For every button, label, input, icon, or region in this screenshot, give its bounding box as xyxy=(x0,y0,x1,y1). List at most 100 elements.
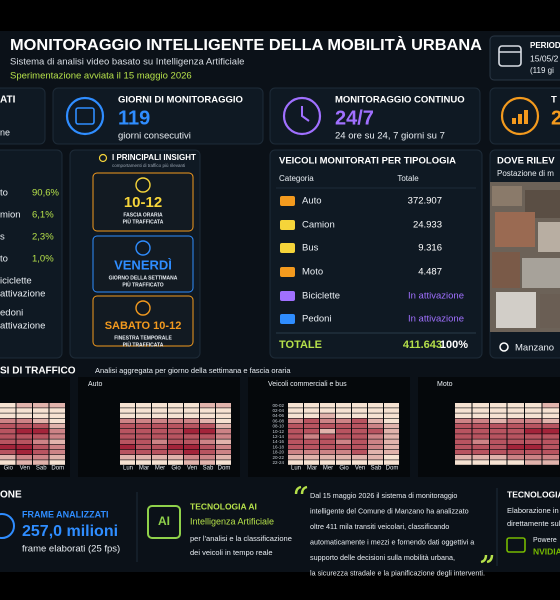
heatmap-cell xyxy=(200,423,215,429)
heatmap-cell xyxy=(368,449,383,455)
heatmap-cell xyxy=(368,460,383,465)
heatmap-cell xyxy=(16,418,32,424)
heatmap-cell xyxy=(136,439,151,444)
heatmap-cell xyxy=(216,434,231,439)
heatmap-cell xyxy=(525,413,542,418)
heatmap-cell xyxy=(16,413,32,418)
heatmap-cell xyxy=(525,434,542,439)
vehicle-name: Moto xyxy=(302,267,323,278)
heatmap-cell xyxy=(120,403,135,408)
heatmap-cell xyxy=(490,429,507,434)
insight-icon xyxy=(135,240,151,256)
heatmap-cell xyxy=(384,434,399,439)
slot-label: 02-04 xyxy=(272,408,284,413)
heatmap-cell xyxy=(200,460,215,465)
heatmap-cell xyxy=(184,429,199,434)
share-label: s xyxy=(0,232,5,243)
heatmap-cell xyxy=(542,413,559,418)
heatmap-cell xyxy=(525,408,542,413)
heatmap-cell xyxy=(16,449,32,455)
heatmap-cell xyxy=(525,460,542,465)
card xyxy=(0,149,63,359)
heatmap-cell xyxy=(542,434,559,439)
total-share: 100% xyxy=(440,339,468,351)
heatmap-cell xyxy=(525,439,542,444)
pin-icon xyxy=(499,342,509,352)
heatmap-cell xyxy=(507,434,524,439)
location-subtitle: Postazione di m xyxy=(497,169,554,178)
heatmap-cell xyxy=(152,418,167,424)
footer-title: ONE xyxy=(0,490,22,501)
edge-line: direttamente sul xyxy=(507,519,560,528)
heatmap-cell xyxy=(288,403,303,408)
heatmap-cell xyxy=(507,439,524,444)
heatmap-cell xyxy=(120,423,135,429)
heatmap-cell xyxy=(368,444,383,450)
total-label: TOTALE xyxy=(279,339,322,351)
photo-block xyxy=(496,292,536,328)
period-dates: 15/05/2 xyxy=(530,53,559,63)
quote-line: Dal 15 maggio 2026 il sistema di monitor… xyxy=(310,491,457,500)
heatmap-cell xyxy=(336,418,351,424)
heatmap-cell xyxy=(320,444,335,450)
heatmap-cell xyxy=(33,408,49,413)
insight-box xyxy=(92,172,194,232)
heatmap-cell xyxy=(368,429,383,434)
heatmap-cell xyxy=(120,413,135,418)
share-label: mion xyxy=(0,210,21,221)
heatmap-cell xyxy=(288,439,303,444)
insight-box xyxy=(92,235,194,293)
photo-block xyxy=(495,212,535,247)
vehicle-icon xyxy=(280,314,295,324)
photo-block xyxy=(538,222,560,252)
heatmap-cell xyxy=(384,444,399,450)
heatmap-cell xyxy=(33,418,49,424)
kpi-value: 119 xyxy=(118,107,150,129)
vehicle-total: 9.316 xyxy=(418,243,442,254)
heatmap-cell xyxy=(120,434,135,439)
heatmap-cell xyxy=(168,403,183,408)
heatmap-cell xyxy=(320,413,335,418)
heatmap-cell xyxy=(455,449,472,455)
slot-label: 12-14 xyxy=(272,434,284,439)
quote-line: la sicurezza stradale e la pianificazion… xyxy=(310,568,485,577)
day-label: Lun xyxy=(123,466,133,472)
heatmap-cell xyxy=(336,455,351,460)
heatmap-cell xyxy=(152,413,167,418)
heatmap-cell xyxy=(352,403,367,408)
heatmap-cell xyxy=(136,460,151,465)
heatmap-cell xyxy=(49,413,65,418)
ai-line: per l'analisi e la classificazione xyxy=(190,534,292,543)
heatmap-cell xyxy=(0,403,16,408)
heatmap-cell xyxy=(168,439,183,444)
insight-caption: FASCIA ORARIA xyxy=(123,212,163,218)
heatmap-cell xyxy=(352,449,367,455)
kpi-icon xyxy=(65,96,105,136)
insight-caption: GIORNO DELLA SETTIMANA xyxy=(109,275,178,281)
heatmap-cell xyxy=(542,449,559,455)
card xyxy=(269,149,483,359)
heatmap-cell xyxy=(455,413,472,418)
insight-icon xyxy=(135,300,151,316)
day-label: Sab xyxy=(371,466,382,472)
heatmap-cell xyxy=(200,418,215,424)
slot-label: 08-10 xyxy=(272,424,284,429)
heatmap-cell xyxy=(152,434,167,439)
heatmap-cell xyxy=(0,449,16,455)
heatmap-cell xyxy=(507,418,524,424)
vehicle-total: 4.487 xyxy=(418,267,442,278)
heatmap-cell xyxy=(455,439,472,444)
nvidia-icon xyxy=(506,537,526,553)
day-label: Lun xyxy=(291,466,301,472)
quote-line: supporto delle decisioni sulla mobilità … xyxy=(310,553,455,562)
bars-glyph xyxy=(512,118,516,124)
heatmap-cell xyxy=(216,444,231,450)
quote-line: automaticamente i mezzi e fornendo dati … xyxy=(310,537,474,546)
heatmap-cell xyxy=(455,460,472,465)
heatmap-cell xyxy=(490,403,507,408)
total-value: 411.643 xyxy=(403,339,442,351)
heatmap-cell xyxy=(384,439,399,444)
heatmap-cell xyxy=(542,455,559,460)
edge-title: TECNOLOGIA xyxy=(507,489,560,499)
